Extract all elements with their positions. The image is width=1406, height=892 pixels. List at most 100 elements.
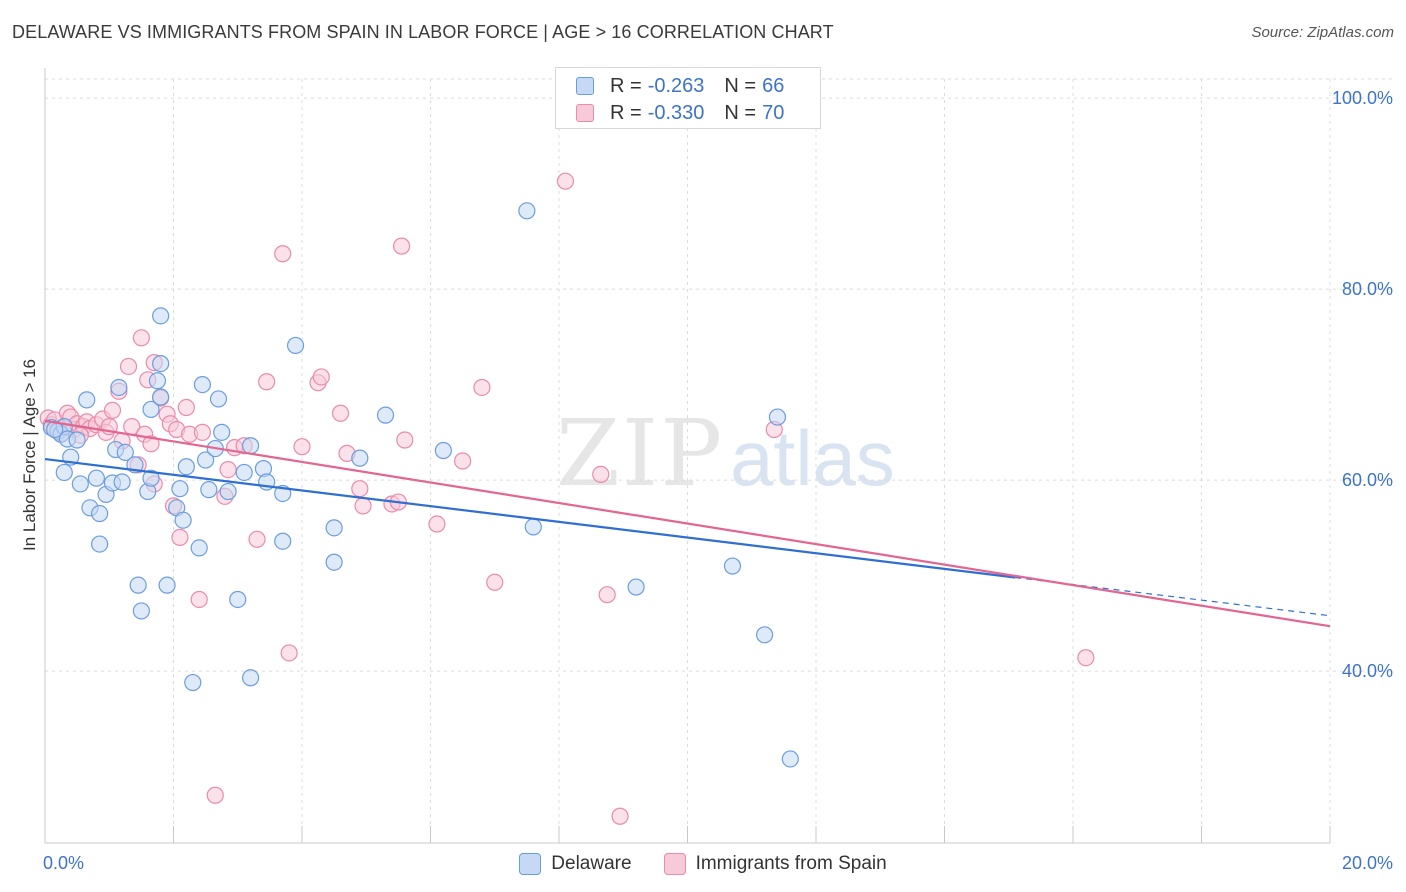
spain-point (293, 438, 311, 456)
axis-layer (44, 68, 1331, 844)
chart-title: DELAWARE VS IMMIGRANTS FROM SPAIN IN LAB… (12, 22, 834, 42)
delaware-point (113, 473, 131, 491)
series-spain-points (39, 172, 1095, 825)
delaware-swatch (576, 77, 594, 95)
spain-point (219, 460, 237, 479)
delaware-point (434, 441, 452, 460)
delaware-point (286, 336, 305, 355)
y-tick-label: 60.0% (1342, 470, 1393, 490)
n-label: N = (724, 74, 757, 97)
delaware-point (325, 553, 343, 571)
delaware-point (184, 673, 202, 692)
delaware-point (229, 590, 247, 609)
delaware-point (142, 469, 160, 487)
spain-point (428, 515, 446, 533)
delaware-point (78, 391, 96, 409)
spain-point (193, 423, 212, 441)
delaware-point (768, 408, 787, 426)
delaware-point (142, 400, 160, 419)
delaware-point (242, 669, 260, 687)
spain-swatch (576, 104, 594, 122)
spain-point (280, 644, 298, 662)
spain-point (103, 401, 122, 419)
delaware-legend-swatch (519, 853, 542, 875)
delaware-point (91, 535, 109, 553)
delaware-point (325, 519, 343, 537)
spain-point (132, 329, 150, 347)
delaware-point (91, 504, 109, 523)
spain-point (1077, 649, 1095, 667)
delaware-point (193, 376, 212, 394)
delaware-trend-line (44, 457, 1016, 579)
stats-row-delaware: R = -0.263 N = 66 (576, 73, 784, 99)
r-label: R = (610, 101, 642, 124)
delaware-point (755, 626, 774, 644)
delaware-point (235, 463, 253, 482)
spain-trend-line (44, 419, 1331, 628)
delaware-point (274, 532, 292, 550)
delaware-point (781, 750, 799, 768)
delaware-point (68, 431, 86, 449)
delaware-point (55, 463, 73, 482)
n-value: 66 (762, 74, 785, 97)
delaware-point (110, 378, 128, 397)
spain-point (190, 590, 208, 609)
source-label: Source: ZipAtlas.com (1251, 24, 1394, 41)
legend-label-delaware: Delaware (551, 853, 632, 874)
delaware-trend-extension (1015, 576, 1331, 617)
spain-point (592, 465, 610, 483)
spain-point (142, 435, 160, 453)
delaware-point (177, 458, 195, 476)
delaware-point (197, 451, 215, 469)
spain-point (206, 786, 224, 804)
delaware-point (148, 372, 167, 390)
n-label: N = (724, 101, 757, 124)
y-tick-label: 80.0% (1342, 279, 1393, 299)
delaware-point (209, 390, 228, 408)
r-value: -0.263 (647, 74, 705, 97)
trend-layer (44, 419, 1331, 628)
r-value: -0.330 (647, 101, 705, 124)
spain-point (331, 404, 350, 422)
y-axis-label: In Labor Force | Age > 16 (20, 359, 39, 551)
x-tick-label: 20.0% (1342, 853, 1393, 873)
delaware-point (723, 557, 742, 575)
n-value: 70 (762, 101, 785, 124)
spain-point (312, 368, 330, 386)
spain-point (392, 237, 411, 255)
delaware-point (174, 511, 192, 529)
delaware-point (129, 576, 147, 594)
delaware-point (116, 443, 134, 462)
delaware-point (524, 518, 542, 536)
legend-label-spain: Immigrants from Spain (695, 853, 887, 874)
delaware-point (171, 480, 189, 498)
delaware-point (518, 202, 536, 220)
delaware-point (152, 354, 170, 373)
legend-item-spain: Immigrants from Spain (663, 853, 887, 875)
delaware-point (376, 406, 395, 424)
r-label: R = (610, 74, 642, 97)
spain-point (556, 172, 575, 190)
spain-point (171, 528, 189, 547)
grid-layer (45, 78, 1392, 843)
spain-point (611, 807, 629, 825)
x-tick-label: 0.0% (43, 853, 84, 873)
delaware-point (152, 388, 170, 406)
spain-point (396, 431, 414, 449)
stats-row-spain: R = -0.330 N = 70 (576, 100, 784, 126)
y-tick-label: 100.0% (1332, 88, 1393, 108)
tick-layer: 40.0% 60.0% 80.0% 100.0% 0.0% 20.0% (43, 88, 1393, 873)
delaware-point (158, 576, 176, 594)
delaware-point (627, 578, 645, 596)
spain-point (473, 378, 491, 397)
delaware-point (242, 437, 260, 455)
delaware-point (132, 602, 150, 620)
spain-point (598, 586, 616, 604)
delaware-point (219, 482, 237, 501)
spain-point (354, 497, 372, 515)
spain-point (274, 245, 292, 263)
legend-item-delaware: Delaware (519, 853, 632, 875)
spain-point (248, 530, 266, 548)
spain-point (351, 480, 369, 498)
